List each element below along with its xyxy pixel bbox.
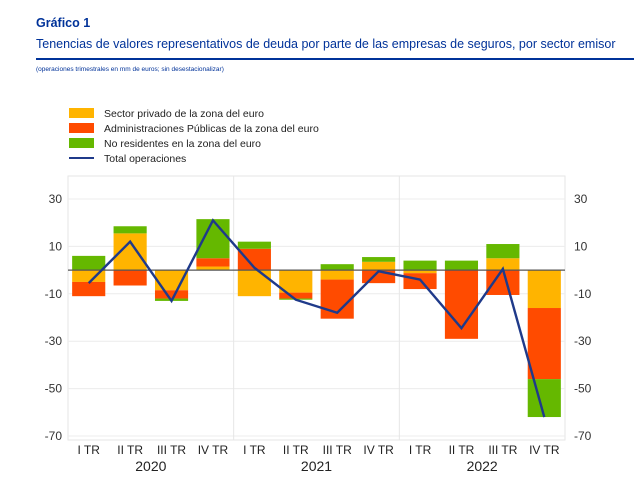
bar-non-residents [320,264,354,271]
bar-private-sector [403,270,437,274]
bar-private-sector [279,270,313,293]
year-label: 2020 [135,458,166,474]
x-tick-label: I TR [77,443,100,457]
bar-private-sector [72,270,106,282]
y-axis-left: 30 10 -10 -30 -50 -70 [45,192,63,443]
x-tick-label: IV TR [529,443,560,457]
bar-public-admin [72,281,106,297]
x-tick-label: II TR [449,443,475,457]
bar-private-sector [486,258,520,271]
bar-public-admin [486,270,520,295]
bar-private-sector [320,270,354,280]
total-operations-line [87,218,546,418]
bar-non-residents [113,226,147,234]
bar-public-admin [527,308,561,380]
bar-non-residents [403,260,437,271]
bar-non-residents [72,255,106,271]
y-tick-label-left: -30 [45,334,63,348]
gridlines [67,175,566,441]
y-tick-label-right: 30 [574,192,588,206]
legend-private-sector-label: Sector privado de la zona del euro [104,108,264,120]
bar-private-sector [196,266,230,271]
bar-non-residents [527,379,561,418]
legend: Sector privado de la zona del euro Admini… [69,108,319,165]
x-tick-label: I TR [409,443,432,457]
bar-private-sector [362,261,396,271]
x-tick-label: III TR [157,443,186,457]
y-tick-label-left: 30 [49,192,63,206]
y-axis-right: 30 10 -10 -30 -50 -70 [574,192,592,443]
bar-non-residents [196,219,230,259]
legend-public-admin-label: Administraciones Públicas de la zona del… [104,123,319,135]
y-tick-label-left: -10 [45,287,63,301]
figure-number: Gráfico 1 [36,16,91,30]
x-tick-label: II TR [117,443,143,457]
chart-subtitle: (operaciones trimestrales en mm de euros… [36,66,224,73]
bar-non-residents [237,241,271,249]
bar-public-admin [154,290,189,299]
legend-total-label: Total operaciones [104,153,186,165]
year-label: 2022 [467,458,498,474]
legend-non-residents-label: No residentes en la zona del euro [104,138,261,150]
y-tick-label-right: -30 [574,334,592,348]
bar-public-admin [279,292,313,299]
x-tick-label: II TR [283,443,309,457]
legend-private-sector-swatch [69,108,94,118]
y-tick-label-right: -50 [574,382,592,396]
x-tick-label: III TR [488,443,517,457]
chart-title: Tenencias de valores representativos de … [36,37,616,51]
legend-public-admin-swatch [69,123,94,133]
x-tick-label: III TR [323,443,352,457]
y-tick-label-right: -70 [574,429,592,443]
header-divider [36,58,634,60]
bar-public-admin [113,270,147,286]
bar-public-admin [196,258,230,267]
x-tick-label: IV TR [198,443,229,457]
bars [72,219,561,418]
year-label: 2021 [301,458,332,474]
y-tick-label-left: -70 [45,429,63,443]
bar-public-admin [237,248,271,271]
y-tick-label-right: 10 [574,239,588,253]
bar-non-residents [486,244,520,259]
total-line [87,218,546,418]
x-tick-label: IV TR [363,443,394,457]
legend-non-residents-swatch [69,138,94,148]
y-tick-label-left: -50 [45,382,63,396]
y-tick-label-left: 10 [49,239,63,253]
y-tick-label-right: -10 [574,287,592,301]
x-axis: I TR II TR III TR IV TR I TR II TR III TR IV TR… [77,443,559,474]
plot-frame [67,175,566,441]
bar-non-residents [444,260,479,271]
bar-private-sector [527,270,561,309]
bar-non-residents [362,257,396,262]
bar-private-sector [237,270,271,297]
x-tick-label: I TR [243,443,266,457]
